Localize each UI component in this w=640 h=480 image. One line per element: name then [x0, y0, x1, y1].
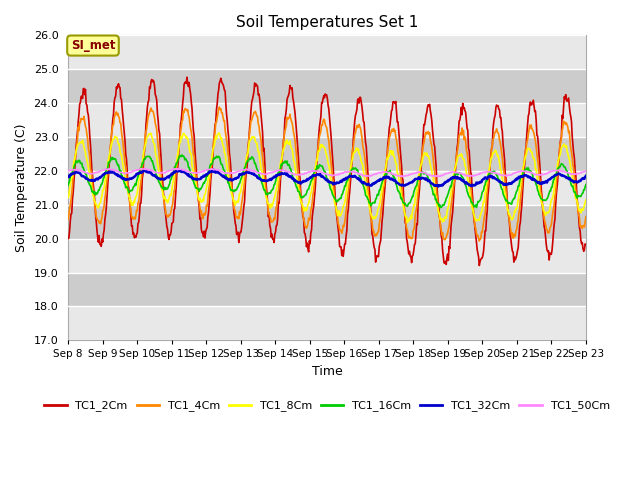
TC1_50Cm [180, 167, 188, 172]
TC1_50Cm [406, 171, 414, 177]
TC1_4Cm [476, 238, 483, 244]
TC1_16Cm [74, 160, 81, 166]
Line: TC1_2Cm: TC1_2Cm [68, 77, 586, 265]
Line: TC1_50Cm: TC1_50Cm [68, 168, 586, 177]
TC1_16Cm [178, 152, 186, 158]
Bar [68, 137, 586, 171]
TC1_16Cm [64, 182, 72, 188]
TC1_2Cm [406, 249, 413, 254]
TC1_32Cm [74, 169, 81, 175]
TC1_2Cm [183, 74, 191, 80]
TC1_50Cm [106, 166, 114, 171]
TC1_16Cm [127, 188, 134, 193]
TC1_50Cm [207, 166, 215, 172]
TC1_4Cm [180, 108, 188, 114]
TC1_16Cm [207, 162, 215, 168]
TC1_32Cm [127, 176, 134, 181]
TC1_8Cm [390, 154, 398, 159]
Bar [68, 205, 586, 239]
TC1_8Cm [215, 130, 223, 136]
TC1_50Cm [74, 168, 81, 173]
TC1_32Cm [582, 173, 589, 179]
Text: SI_met: SI_met [71, 39, 115, 52]
Line: TC1_32Cm: TC1_32Cm [68, 169, 586, 187]
TC1_32Cm [210, 167, 218, 172]
TC1_4Cm [74, 135, 81, 141]
TC1_2Cm [127, 214, 134, 220]
TC1_32Cm [64, 174, 72, 180]
Line: TC1_4Cm: TC1_4Cm [68, 107, 586, 241]
Y-axis label: Soil Temperature (C): Soil Temperature (C) [15, 123, 28, 252]
Bar [68, 239, 586, 273]
TC1_2Cm [207, 170, 215, 176]
TC1_4Cm [127, 207, 134, 213]
Bar [68, 273, 586, 306]
TC1_32Cm [180, 169, 188, 175]
TC1_8Cm [64, 195, 72, 201]
TC1_8Cm [582, 197, 589, 203]
TC1_50Cm [399, 174, 406, 180]
TC1_50Cm [390, 172, 398, 178]
TC1_8Cm [207, 162, 214, 168]
TC1_2Cm [64, 236, 72, 241]
TC1_16Cm [390, 174, 398, 180]
TC1_8Cm [127, 197, 134, 203]
Title: Soil Temperatures Set 1: Soil Temperatures Set 1 [236, 15, 418, 30]
Legend: TC1_2Cm, TC1_4Cm, TC1_8Cm, TC1_16Cm, TC1_32Cm, TC1_50Cm: TC1_2Cm, TC1_4Cm, TC1_8Cm, TC1_16Cm, TC1… [40, 396, 614, 416]
Bar [68, 36, 586, 69]
TC1_8Cm [180, 131, 188, 136]
TC1_8Cm [403, 220, 411, 226]
TC1_8Cm [74, 143, 81, 148]
Bar [68, 103, 586, 137]
Line: TC1_8Cm: TC1_8Cm [68, 133, 586, 223]
TC1_50Cm [64, 168, 72, 174]
TC1_2Cm [476, 263, 483, 268]
TC1_32Cm [435, 184, 442, 190]
TC1_4Cm [406, 233, 413, 239]
TC1_4Cm [390, 129, 398, 134]
TC1_2Cm [74, 129, 81, 134]
Line: TC1_16Cm: TC1_16Cm [68, 155, 586, 208]
TC1_4Cm [64, 216, 72, 222]
TC1_2Cm [582, 242, 589, 248]
TC1_50Cm [582, 168, 589, 174]
TC1_4Cm [207, 169, 214, 175]
X-axis label: Time: Time [312, 365, 342, 378]
TC1_8Cm [406, 216, 414, 222]
TC1_2Cm [180, 94, 188, 99]
TC1_4Cm [582, 214, 589, 219]
TC1_32Cm [390, 178, 398, 184]
TC1_32Cm [207, 168, 214, 174]
TC1_50Cm [127, 169, 135, 175]
Bar [68, 306, 586, 340]
TC1_16Cm [180, 154, 188, 160]
TC1_16Cm [582, 181, 589, 187]
TC1_32Cm [406, 180, 413, 186]
Bar [68, 69, 586, 103]
TC1_2Cm [390, 99, 398, 105]
Bar [68, 171, 586, 205]
TC1_16Cm [436, 205, 444, 211]
TC1_16Cm [406, 200, 413, 206]
TC1_4Cm [216, 104, 223, 110]
